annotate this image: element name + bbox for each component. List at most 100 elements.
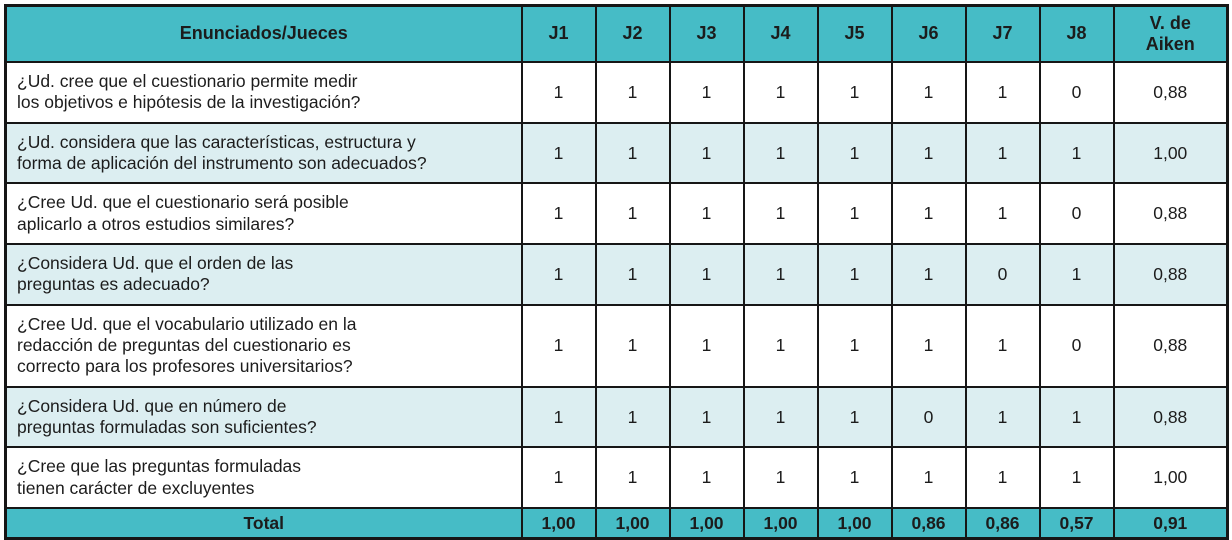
score-cell: 1	[520, 121, 597, 185]
aiken-value-cell: 0,88	[1112, 385, 1229, 449]
score-cell: 1	[742, 303, 819, 388]
score-cell: 1	[520, 182, 597, 246]
score-cell: 1	[742, 182, 819, 246]
aiken-value-cell: 0,88	[1112, 243, 1229, 306]
enunciados-header: Enunciados/Jueces	[4, 4, 523, 63]
score-cell: 1	[668, 243, 745, 306]
score-cell: 1	[668, 61, 745, 124]
total-aiken-cell: 0,91	[1112, 507, 1229, 540]
aiken-value-cell: 0,88	[1112, 182, 1229, 246]
total-score-cell: 1,00	[668, 507, 745, 540]
score-cell: 1	[742, 243, 819, 306]
score-cell: 1	[520, 385, 597, 449]
score-cell: 1	[964, 385, 1041, 449]
question-cell: ¿Cree Ud. que el cuestionario será posib…	[4, 182, 523, 246]
question-cell: ¿Considera Ud. que el orden de las pregu…	[4, 243, 523, 306]
aiken-value-cell: 1,00	[1112, 121, 1229, 185]
question-cell: ¿Cree que las preguntas formuladas tiene…	[4, 446, 523, 510]
judge-header: J1	[520, 4, 597, 63]
score-cell: 1	[1038, 446, 1115, 510]
score-cell: 1	[964, 121, 1041, 185]
score-cell: 1	[594, 182, 671, 246]
header-row: Enunciados/Jueces J1 J2 J3 J4 J5 J6 J7 J8 V. de …	[4, 4, 1229, 63]
total-score-cell: 1,00	[594, 507, 671, 540]
table-row: ¿Cree Ud. que el cuestionario será posib…	[4, 182, 1229, 246]
score-cell: 1	[594, 446, 671, 510]
score-cell: 1	[816, 243, 893, 306]
score-cell: 1	[964, 61, 1041, 124]
score-cell: 1	[594, 243, 671, 306]
score-cell: 1	[1038, 121, 1115, 185]
table-body: ¿Ud. cree que el cuestionario permite me…	[4, 61, 1229, 540]
score-cell: 1	[520, 61, 597, 124]
judge-header: J2	[594, 4, 671, 63]
score-cell: 1	[964, 182, 1041, 246]
score-cell: 1	[742, 446, 819, 510]
aiken-value-cell: 0,88	[1112, 303, 1229, 388]
aiken-header: V. de Aiken	[1112, 4, 1229, 63]
score-cell: 0	[1038, 61, 1115, 124]
score-cell: 1	[742, 61, 819, 124]
score-cell: 1	[520, 446, 597, 510]
table-row: ¿Cree que las preguntas formuladas tiene…	[4, 446, 1229, 510]
total-score-cell: 0,57	[1038, 507, 1115, 540]
score-cell: 1	[816, 61, 893, 124]
score-cell: 1	[1038, 385, 1115, 449]
score-cell: 1	[742, 121, 819, 185]
table-row: ¿Cree Ud. que el vocabulario utilizado e…	[4, 303, 1229, 388]
score-cell: 1	[668, 182, 745, 246]
aiken-validity-table: Enunciados/Jueces J1 J2 J3 J4 J5 J6 J7 J8 V. de …	[4, 4, 1229, 540]
score-cell: 1	[594, 385, 671, 449]
score-cell: 1	[890, 61, 967, 124]
score-cell: 1	[816, 385, 893, 449]
table-row: ¿Considera Ud. que en número de pregunta…	[4, 385, 1229, 449]
judge-header: J8	[1038, 4, 1115, 63]
score-cell: 0	[964, 243, 1041, 306]
score-cell: 1	[890, 303, 967, 388]
judge-header: J4	[742, 4, 819, 63]
score-cell: 1	[668, 446, 745, 510]
score-cell: 1	[890, 243, 967, 306]
aiken-value-cell: 0,88	[1112, 61, 1229, 124]
score-cell: 1	[594, 61, 671, 124]
judge-header: J5	[816, 4, 893, 63]
score-cell: 1	[816, 446, 893, 510]
total-row: Total 1,00 1,00 1,00 1,00 1,00 0,86 0,86 0,57 0,9…	[4, 507, 1229, 540]
score-cell: 0	[1038, 303, 1115, 388]
aiken-value-cell: 1,00	[1112, 446, 1229, 510]
score-cell: 1	[668, 303, 745, 388]
score-cell: 1	[816, 303, 893, 388]
table-row: ¿Ud. cree que el cuestionario permite me…	[4, 61, 1229, 124]
total-label-cell: Total	[4, 507, 523, 540]
score-cell: 1	[890, 121, 967, 185]
score-cell: 0	[890, 385, 967, 449]
judge-header: J7	[964, 4, 1041, 63]
score-cell: 1	[742, 385, 819, 449]
table-row: ¿Ud. considera que las características, …	[4, 121, 1229, 185]
table-row: ¿Considera Ud. que el orden de las pregu…	[4, 243, 1229, 306]
question-cell: ¿Ud. cree que el cuestionario permite me…	[4, 61, 523, 124]
score-cell: 1	[1038, 243, 1115, 306]
judge-header: J6	[890, 4, 967, 63]
total-score-cell: 0,86	[964, 507, 1041, 540]
total-score-cell: 1,00	[520, 507, 597, 540]
score-cell: 1	[594, 121, 671, 185]
score-cell: 1	[816, 121, 893, 185]
score-cell: 1	[964, 303, 1041, 388]
score-cell: 0	[1038, 182, 1115, 246]
score-cell: 1	[520, 243, 597, 306]
question-cell: ¿Considera Ud. que en número de pregunta…	[4, 385, 523, 449]
score-cell: 1	[890, 446, 967, 510]
score-cell: 1	[668, 121, 745, 185]
score-cell: 1	[816, 182, 893, 246]
total-score-cell: 0,86	[890, 507, 967, 540]
judge-header: J3	[668, 4, 745, 63]
total-score-cell: 1,00	[742, 507, 819, 540]
score-cell: 1	[890, 182, 967, 246]
score-cell: 1	[594, 303, 671, 388]
score-cell: 1	[964, 446, 1041, 510]
score-cell: 1	[520, 303, 597, 388]
question-cell: ¿Ud. considera que las características, …	[4, 121, 523, 185]
total-score-cell: 1,00	[816, 507, 893, 540]
